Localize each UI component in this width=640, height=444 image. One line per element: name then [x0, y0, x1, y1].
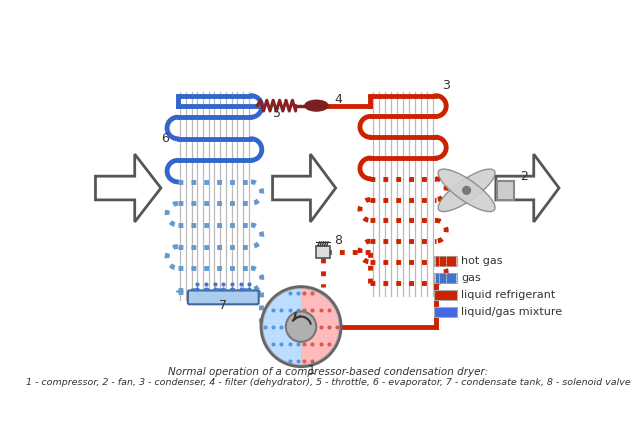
Text: 4: 4 — [334, 92, 342, 106]
Bar — [435, 256, 458, 266]
Circle shape — [261, 286, 341, 367]
Bar — [435, 307, 458, 317]
Bar — [435, 273, 458, 283]
Text: 7: 7 — [220, 299, 227, 312]
Text: Normal operation of a compressor-based condensation dryer:: Normal operation of a compressor-based c… — [168, 367, 488, 377]
Wedge shape — [263, 289, 301, 365]
Text: liquid/gas mixture: liquid/gas mixture — [461, 307, 563, 317]
Ellipse shape — [305, 100, 328, 111]
Bar — [435, 290, 458, 300]
Text: hot gas: hot gas — [461, 256, 502, 266]
Polygon shape — [273, 154, 336, 222]
Bar — [497, 181, 515, 200]
Text: 6: 6 — [161, 132, 169, 145]
Ellipse shape — [438, 169, 495, 212]
FancyBboxPatch shape — [188, 290, 259, 304]
Text: 1 - compressor, 2 - fan, 3 - condenser, 4 - filter (dehydrator), 5 - throttle, 6: 1 - compressor, 2 - fan, 3 - condenser, … — [26, 378, 630, 387]
Ellipse shape — [438, 169, 495, 212]
Text: 1: 1 — [307, 365, 315, 377]
Polygon shape — [95, 154, 161, 222]
Circle shape — [286, 311, 316, 342]
Text: gas: gas — [461, 273, 481, 283]
Text: liquid refrigerant: liquid refrigerant — [461, 290, 556, 300]
Polygon shape — [496, 154, 559, 222]
Text: 3: 3 — [442, 79, 450, 92]
Text: 5: 5 — [273, 107, 280, 120]
Circle shape — [463, 186, 470, 194]
Text: 8: 8 — [334, 234, 342, 247]
Text: 2: 2 — [520, 170, 529, 182]
Wedge shape — [301, 289, 339, 365]
Bar — [316, 246, 330, 258]
